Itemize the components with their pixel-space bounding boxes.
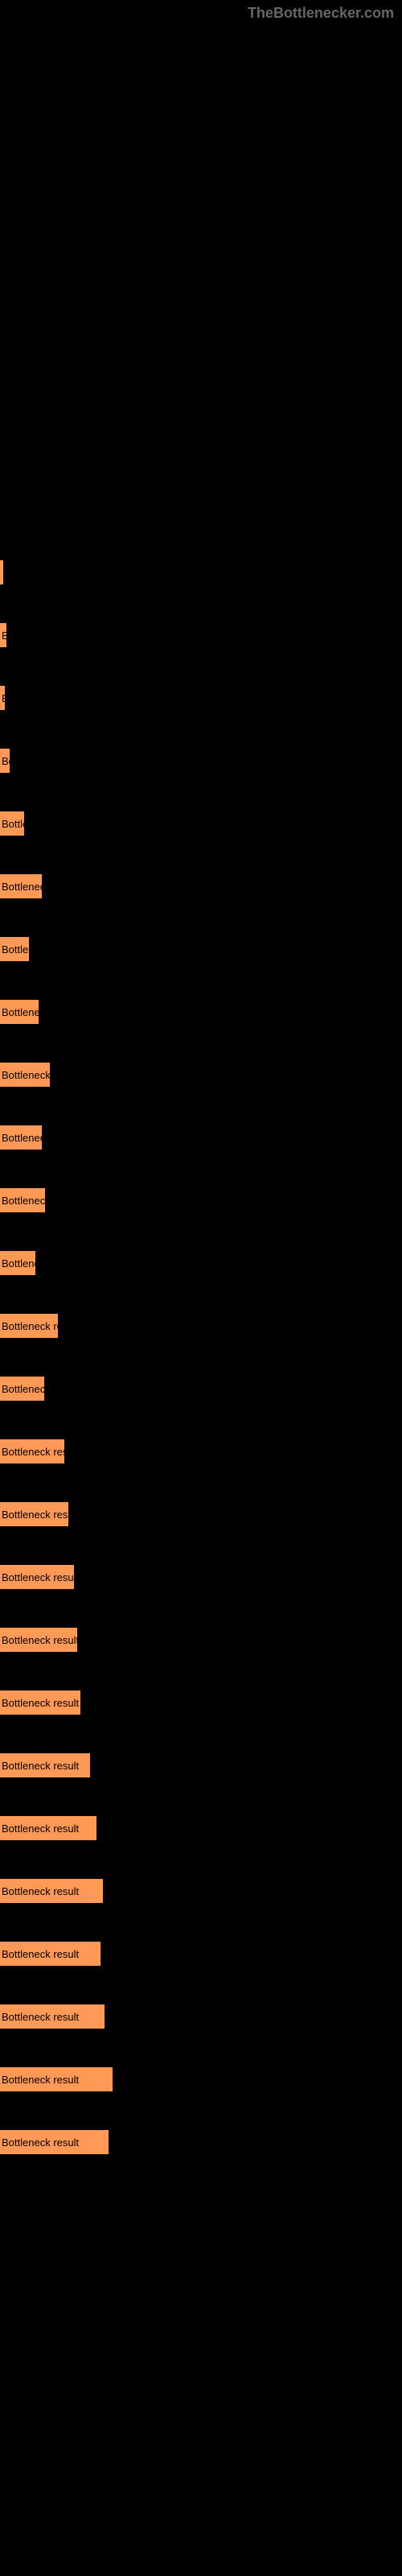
chart-bar: Bottleneck result: [0, 1879, 103, 1903]
chart-bar: E: [0, 686, 5, 710]
watermark-text: TheBottlenecker.com: [248, 5, 394, 22]
chart-bar: Bottleneck r: [0, 874, 42, 898]
bar-row: Bottleneck re: [0, 987, 402, 1050]
chart-bar: Bottleneck result: [0, 1628, 77, 1652]
chart-bar: Bottleneck result: [0, 1816, 96, 1840]
bar-row: Bottleneck result: [0, 1615, 402, 1678]
bar-row: Bottleneck result: [0, 2054, 402, 2117]
bar-row: [0, 547, 402, 610]
bar-row: E: [0, 673, 402, 736]
bar-label: Bottleneck result: [2, 1823, 79, 1835]
bar-row: Bottleneck res: [0, 1364, 402, 1426]
bar-row: Bottleneck result: [0, 1740, 402, 1803]
chart-bar: Bottleneck result: [0, 1439, 64, 1463]
bar-label: Bottleneck res: [2, 1195, 45, 1207]
bar-label: Bottleneck result: [2, 1885, 79, 1897]
bar-label: Bottleneck result: [2, 2136, 79, 2149]
bar-row: Bottleneck result: [0, 1678, 402, 1740]
chart-bar: Bottleneck result: [0, 1942, 100, 1966]
chart-bar: Bottleneck result: [0, 1690, 80, 1715]
chart-bar: B: [0, 623, 6, 647]
chart-bar: [0, 560, 3, 584]
bar-row: Bottleneck result: [0, 1992, 402, 2054]
bar-row: Bottleneck result: [0, 1929, 402, 1992]
chart-bar: Bo: [0, 749, 10, 773]
chart-bar: Bottleneck: [0, 1251, 35, 1275]
bar-label: Bottlene: [2, 943, 29, 956]
bar-label: Bottleneck result: [2, 2011, 79, 2023]
chart-bar: Bottleneck result: [0, 1314, 58, 1338]
chart-bar: Bottleneck re: [0, 1125, 42, 1150]
bar-label: Bottler: [2, 818, 24, 830]
chart-bar: Bottleneck res: [0, 1188, 45, 1212]
bar-label: Bottleneck result: [2, 1634, 77, 1646]
bar-row: Bottleneck result: [0, 1803, 402, 1866]
chart-bar: Bottleneck result: [0, 1502, 68, 1526]
bar-chart: B E Bo Bottler Bottleneck r Bottlene Bottlenec…: [0, 547, 402, 2180]
bar-label: Bottleneck result: [2, 1760, 79, 1772]
bar-row: Bottleneck res: [0, 1175, 402, 1238]
chart-bar: Bottleneck resu: [0, 1063, 50, 1087]
chart-bar: Bottleneck res: [0, 1377, 44, 1401]
bar-row: Bottleneck result: [0, 2117, 402, 2180]
chart-bar: Bottlene: [0, 937, 29, 961]
bar-label: B: [2, 630, 6, 642]
bar-row: Bottleneck: [0, 1238, 402, 1301]
bar-label: E: [2, 692, 5, 704]
bar-label: Bottleneck result: [2, 1509, 68, 1521]
bar-label: Bottleneck: [2, 1257, 35, 1269]
bar-row: Bottleneck result: [0, 1489, 402, 1552]
bar-label: Bottleneck result: [2, 1948, 79, 1960]
bar-row: Bottleneck result: [0, 1552, 402, 1615]
bar-label: Bottleneck re: [2, 1006, 39, 1018]
bar-label: Bo: [2, 755, 10, 767]
bar-label: Bottleneck re: [2, 1132, 42, 1144]
bar-row: Bottleneck result: [0, 1426, 402, 1489]
chart-bar: Bottleneck result: [0, 2004, 105, 2029]
bar-label: Bottleneck r: [2, 881, 42, 893]
bar-label: Bottleneck result: [2, 1446, 64, 1458]
bar-row: Bottlene: [0, 924, 402, 987]
chart-bar: Bottleneck result: [0, 1753, 90, 1777]
bar-row: Bottleneck r: [0, 861, 402, 924]
chart-bar: Bottleneck result: [0, 2067, 113, 2091]
bar-row: Bo: [0, 736, 402, 799]
bar-label: Bottleneck res: [2, 1383, 44, 1395]
bar-label: Bottleneck resu: [2, 1069, 50, 1081]
bar-row: Bottleneck resu: [0, 1050, 402, 1113]
bar-row: Bottler: [0, 799, 402, 861]
chart-bar: Bottleneck result: [0, 1565, 74, 1589]
bar-row: Bottleneck result: [0, 1866, 402, 1929]
bar-row: Bottleneck result: [0, 1301, 402, 1364]
chart-bar: Bottler: [0, 811, 24, 836]
bar-label: Bottleneck result: [2, 2074, 79, 2086]
chart-bar: Bottleneck re: [0, 1000, 39, 1024]
bar-label: Bottleneck result: [2, 1320, 58, 1332]
bar-label: Bottleneck result: [2, 1571, 74, 1583]
bar-label: Bottleneck result: [2, 1697, 79, 1709]
bar-row: B: [0, 610, 402, 673]
bar-row: Bottleneck re: [0, 1113, 402, 1175]
chart-bar: Bottleneck result: [0, 2130, 109, 2154]
